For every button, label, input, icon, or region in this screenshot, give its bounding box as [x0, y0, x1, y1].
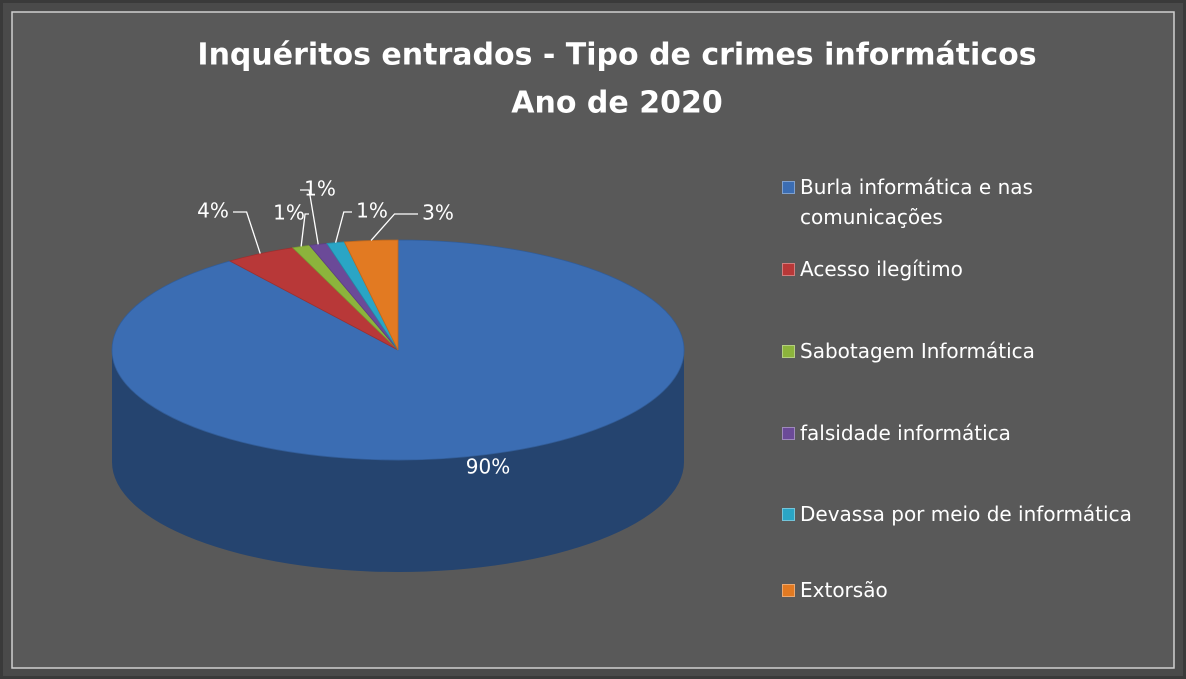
legend-label: Extorsão: [800, 578, 888, 602]
legend-swatch: [782, 263, 795, 276]
data-label: 3%: [422, 201, 454, 225]
legend-label: Sabotagem Informática: [800, 339, 1035, 363]
data-labels: 90%4% 1%1%1% 3%: [197, 177, 510, 479]
data-label: 1%: [356, 199, 388, 223]
data-label: 90%: [466, 455, 510, 479]
legend-label: Devassa por meio de informática: [800, 502, 1132, 526]
chart-title: Inquéritos entrados - Tipo de crimes inf…: [197, 38, 1036, 73]
leader-line: [300, 213, 309, 247]
pie-sides: [112, 350, 684, 572]
leader-line: [370, 213, 418, 241]
legend-item: Devassa por meio de informática: [782, 499, 1175, 529]
legend-label: Burla informática e nas comunicações: [800, 175, 1033, 229]
legend-item: falsidade informática: [782, 418, 1175, 448]
data-label: 4%: [197, 199, 229, 223]
legend-swatch: [782, 508, 795, 521]
legend-item: Extorsão: [782, 575, 1175, 605]
leader-line: [334, 211, 352, 243]
data-label: 1%: [304, 177, 336, 201]
legend-swatch: [782, 584, 795, 597]
legend-item: Acesso ilegítimo: [782, 254, 1175, 284]
legend-item: Burla informática e nas comunicações: [782, 172, 1130, 232]
legend-label: Acesso ilegítimo: [800, 257, 963, 281]
data-label: 1%: [273, 201, 305, 225]
leader-line: [233, 211, 261, 254]
chart-title: Ano de 2020: [511, 86, 722, 121]
legend-swatch: [782, 427, 795, 440]
legend-swatch: [782, 181, 795, 194]
legend-swatch: [782, 345, 795, 358]
legend-item: Sabotagem Informática: [782, 336, 1175, 366]
pie-side: [112, 350, 684, 572]
legend-label: falsidade informática: [800, 421, 1011, 445]
pie-tops: [111, 239, 685, 461]
leader-line: [300, 189, 319, 245]
